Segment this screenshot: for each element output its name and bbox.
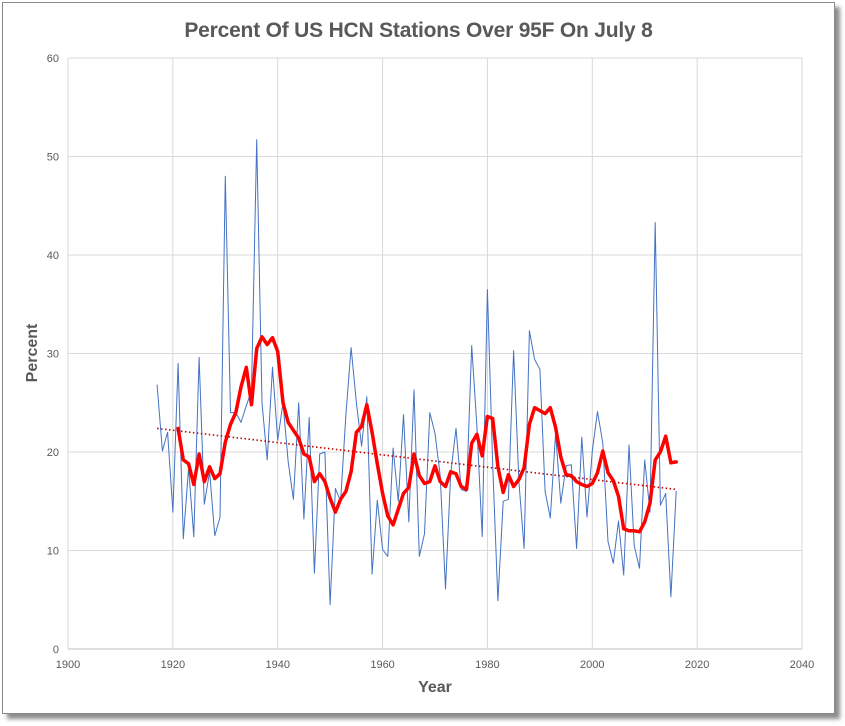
x-tick-label: 1960	[370, 659, 394, 671]
y-tick-label: 60	[47, 53, 59, 65]
y-axis-title: Percent	[24, 323, 41, 382]
y-tick-labels: 0 10 20 30 40 50 60	[47, 53, 59, 656]
x-tick-labels: 1900 1920 1940 1960 1980 2000 2020 2040	[56, 659, 814, 671]
x-tick-label: 2040	[790, 659, 814, 671]
x-tick-label: 2020	[685, 659, 709, 671]
y-tick-label: 20	[47, 447, 59, 459]
chart-frame: Percent Of US HCN Stations Over 95F On J…	[2, 2, 835, 714]
x-tick-label: 1920	[161, 659, 185, 671]
moving-average-line	[176, 335, 678, 534]
x-tick-label: 2000	[580, 659, 604, 671]
x-axis-title: Year	[418, 679, 452, 696]
y-tick-label: 40	[47, 250, 59, 262]
y-tick-label: 30	[47, 349, 59, 361]
chart-title: Percent Of US HCN Stations Over 95F On J…	[184, 19, 653, 42]
series-group	[156, 139, 678, 606]
y-tick-label: 10	[47, 546, 59, 558]
x-tick-label: 1940	[265, 659, 289, 671]
daily-series-line	[156, 139, 677, 606]
x-tick-label: 1900	[56, 659, 80, 671]
y-tick-label: 0	[53, 644, 59, 656]
grid	[67, 57, 803, 650]
y-tick-label: 50	[47, 152, 59, 164]
x-tick-label: 1980	[475, 659, 499, 671]
trend-line	[157, 427, 677, 491]
